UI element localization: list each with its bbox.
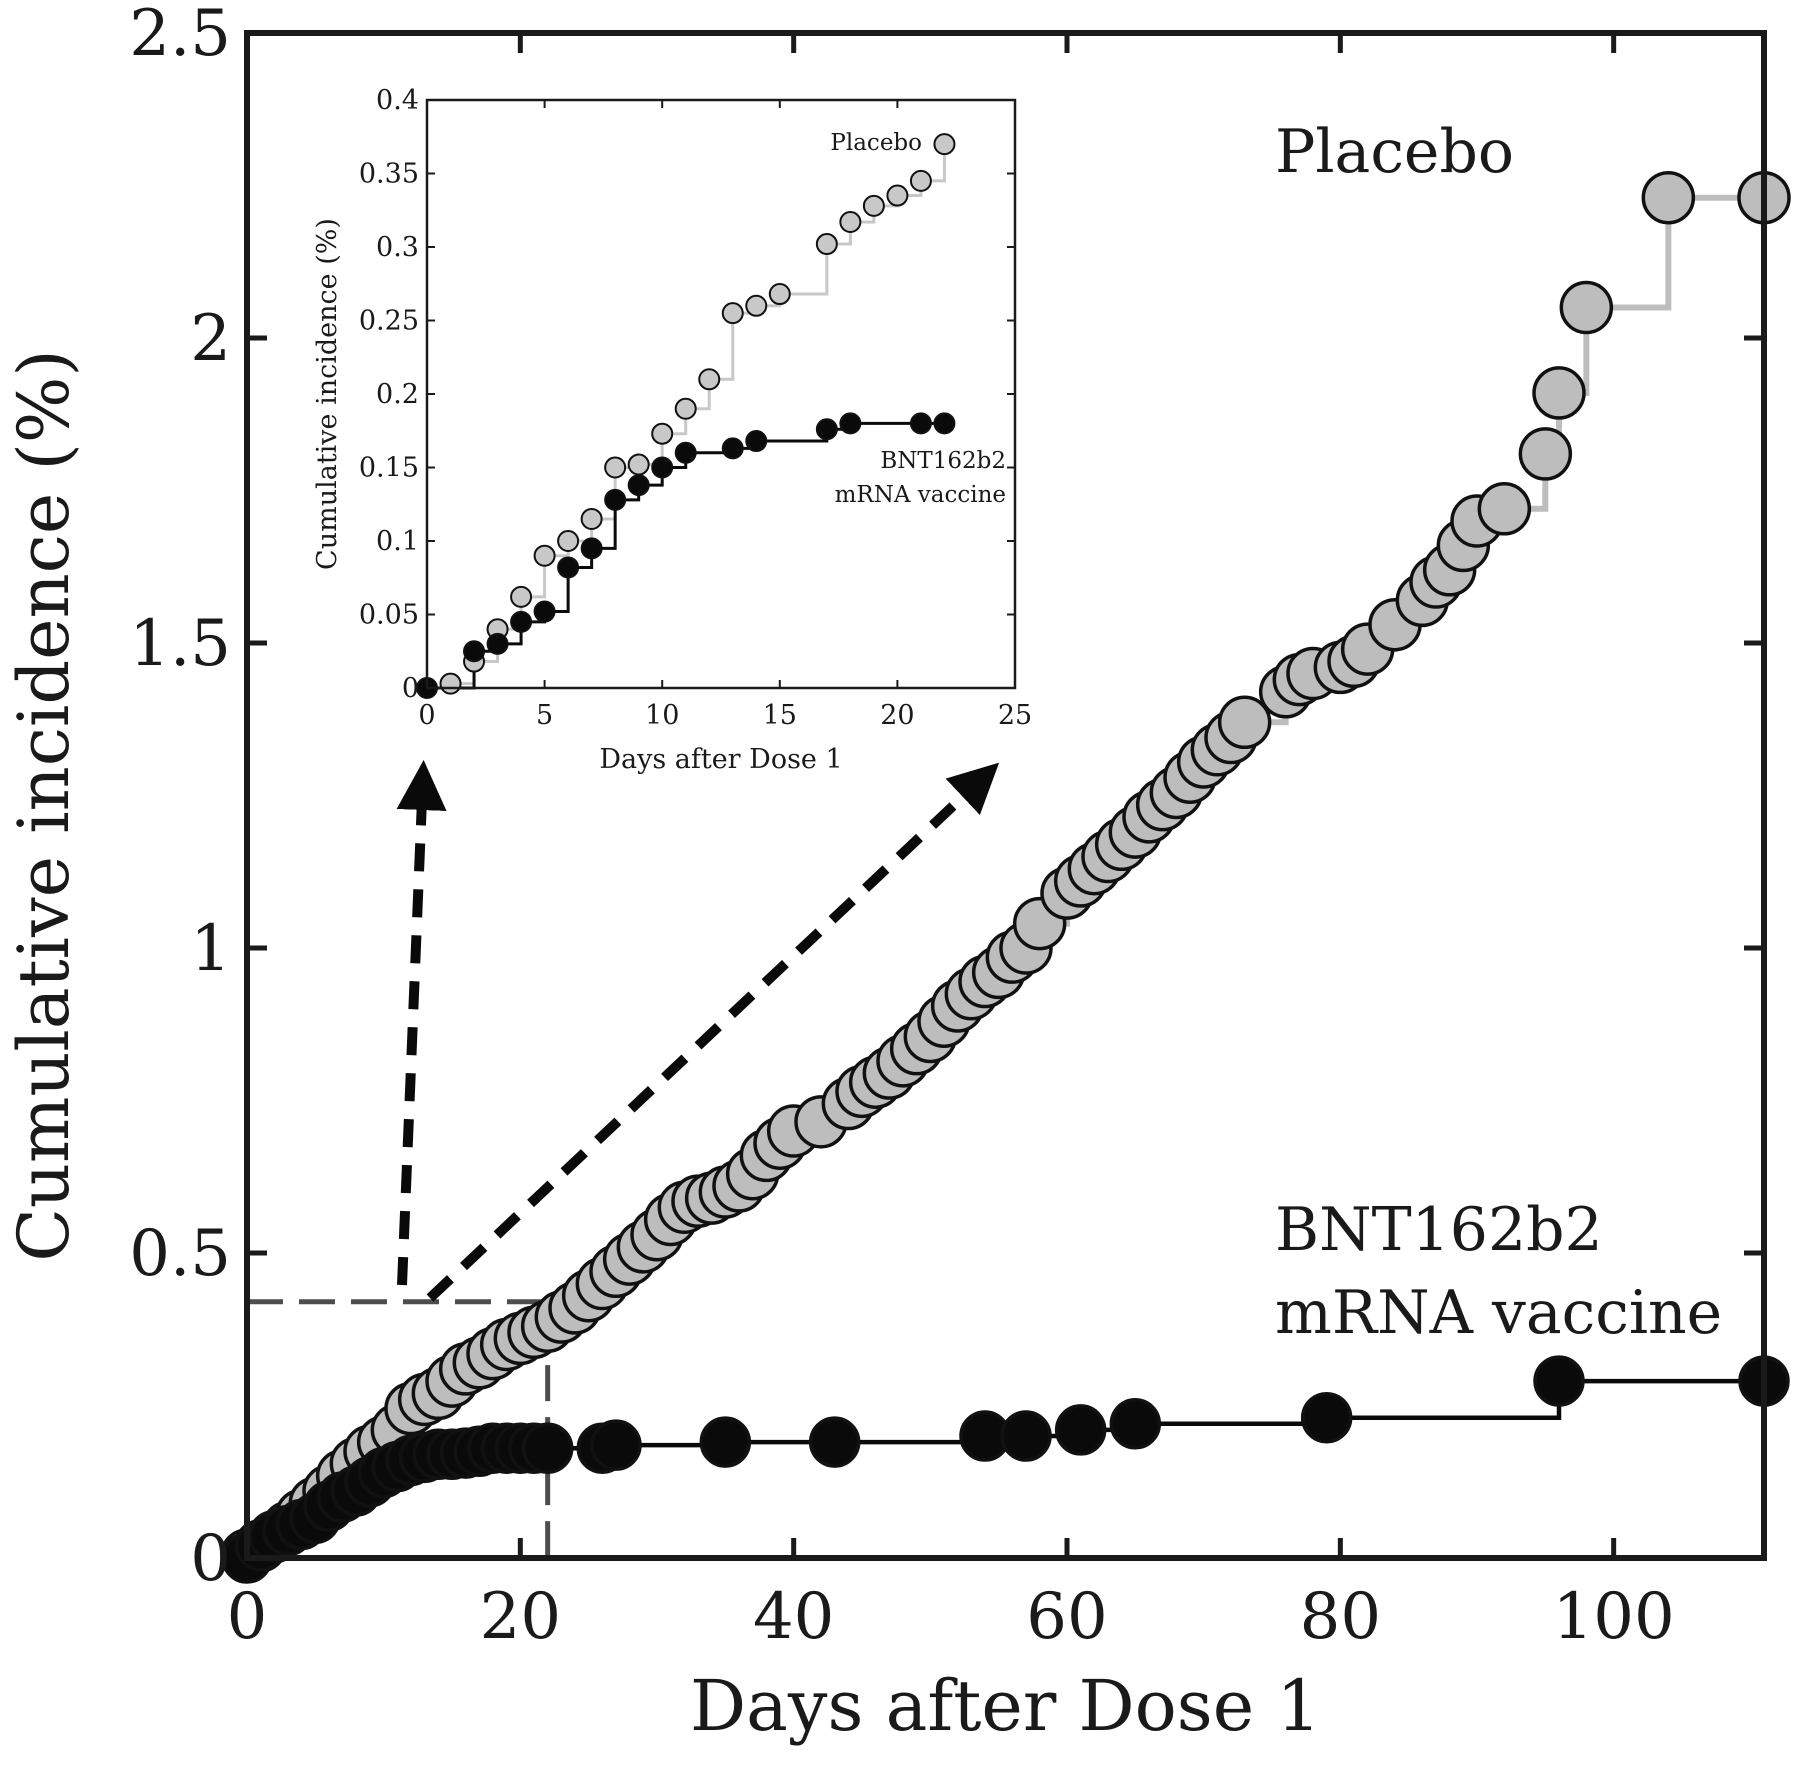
inset-placebo-marker <box>815 233 838 256</box>
inset-placebo-marker <box>557 530 580 552</box>
inset-placebo-marker <box>651 422 674 445</box>
inset-vaccine-marker <box>604 488 627 511</box>
inset-vaccine-marker <box>580 537 603 560</box>
inset-y-tick-label: 0.05 <box>359 600 419 631</box>
inset-placebo-marker <box>580 507 603 530</box>
inset-x-tick-label: 5 <box>536 700 553 731</box>
placebo-marker <box>1518 427 1573 481</box>
inset-vaccine-label-line-2: mRNA vaccine <box>835 482 1006 508</box>
inset-x-axis-label: Days after Dose 1 <box>599 744 842 775</box>
vaccine-label-line-1: BNT162b2 <box>1275 1195 1603 1265</box>
vaccine-marker <box>1054 1404 1107 1456</box>
main-y-tick-label: 0.5 <box>129 1217 231 1291</box>
vaccine-marker <box>1109 1398 1162 1450</box>
vaccine-marker <box>521 1422 574 1474</box>
inset-placebo-marker <box>721 302 744 325</box>
inset-x-tick-label: 20 <box>880 700 914 731</box>
main-y-tick-label: 1 <box>190 912 231 986</box>
inset-placebo-marker <box>510 585 533 608</box>
inset-chart: 0 5 10 15 20 25 0 0.05 0.1 0.15 0.2 0.25 0.3 0.35 0.4 D… <box>312 85 1032 775</box>
inset-placebo-marker <box>768 283 791 306</box>
vaccine-marker <box>808 1416 861 1468</box>
vaccine-marker <box>590 1419 642 1471</box>
main-x-tick-label: 80 <box>1300 1580 1381 1654</box>
inset-y-tick-label: 0.35 <box>359 159 419 190</box>
placebo-marker <box>1641 170 1696 225</box>
zoom-arrows <box>396 760 1000 1302</box>
main-x-tick-label: 100 <box>1553 1580 1675 1654</box>
inset-y-tick-label: 0.2 <box>376 379 419 410</box>
inset-placebo-marker <box>839 211 862 234</box>
placebo-label: Placebo <box>1275 117 1514 187</box>
inset-vaccine-marker <box>486 632 509 655</box>
inset-placebo-marker <box>439 672 462 695</box>
inset-x-tick-label: 25 <box>998 700 1032 731</box>
inset-y-axis-label: Cumulative incidence (%) <box>312 218 343 570</box>
inset-vaccine-marker <box>510 610 533 633</box>
main-y-axis-label: Cumulative incidence (%) <box>3 349 85 1261</box>
main-x-tick-label: 0 <box>227 1580 268 1654</box>
inset-y-tick-label: 0 <box>402 673 419 704</box>
placebo-marker <box>1477 482 1532 536</box>
placebo-marker <box>1532 366 1586 420</box>
inset-vaccine-marker <box>721 437 744 460</box>
inset-placebo-label: Placebo <box>830 130 922 156</box>
main-y-tick-label: 0 <box>190 1522 231 1596</box>
placebo-marker <box>1217 695 1272 750</box>
inset-placebo-marker <box>886 184 909 207</box>
inset-vaccine-marker <box>909 412 932 435</box>
main-x-axis-label: Days after Dose 1 <box>690 1665 1321 1747</box>
main-series-markers <box>220 170 1791 1584</box>
inset-vaccine-marker <box>627 474 650 497</box>
inset-vaccine-marker <box>651 456 674 479</box>
inset-vaccine-marker <box>839 412 862 435</box>
vaccine-marker <box>1533 1355 1585 1407</box>
inset-placebo-marker <box>745 294 768 317</box>
inset-line-vaccine <box>427 421 945 690</box>
inset-y-tick-label: 0.15 <box>359 453 419 484</box>
inset-placebo-marker <box>933 133 956 156</box>
inset-x-tick-label: 15 <box>763 700 797 731</box>
inset-vaccine-marker <box>533 600 556 623</box>
inset-vaccine-marker <box>745 430 768 453</box>
inset-vaccine-marker <box>933 412 956 435</box>
main-x-tick-label: 40 <box>753 1580 834 1654</box>
inset-placebo-marker <box>604 456 627 479</box>
main-x-tick-label: 60 <box>1026 1580 1107 1654</box>
inset-placebo-marker <box>698 368 721 391</box>
zoom-arrow-left <box>396 760 447 1286</box>
placebo-marker <box>1559 280 1614 335</box>
inset-vaccine-marker <box>815 418 838 441</box>
main-y-tick-label: 1.5 <box>129 607 231 681</box>
inset-y-tick-label: 0.25 <box>359 306 419 337</box>
inset-x-tick-label: 0 <box>418 700 435 731</box>
main-y-tick-label: 2.5 <box>129 0 231 71</box>
vaccine-marker <box>699 1416 752 1468</box>
inset-placebo-marker <box>627 453 650 476</box>
inset-vaccine-marker <box>557 556 580 579</box>
inset-vaccine-marker <box>674 441 697 464</box>
inset-placebo-marker <box>909 169 932 192</box>
inset-y-tick-label: 0.1 <box>376 526 419 557</box>
inset-placebo-marker <box>674 397 697 420</box>
inset-y-tick-label: 0.3 <box>376 232 419 263</box>
zoom-arrow-right <box>426 762 1000 1302</box>
inset-y-tick-label: 0.4 <box>376 85 419 116</box>
inset-x-tick-label: 10 <box>645 700 679 731</box>
inset-vaccine-label-line-1: BNT162b2 <box>880 448 1006 474</box>
vaccine-label-line-2: mRNA vaccine <box>1275 1278 1722 1348</box>
vaccine-marker <box>1000 1410 1052 1462</box>
inset-placebo-marker <box>533 544 556 567</box>
vaccine-marker <box>1300 1391 1353 1444</box>
main-x-tick-label: 20 <box>480 1580 561 1654</box>
inset-placebo-marker <box>862 194 885 217</box>
main-y-tick-label: 2 <box>190 302 231 376</box>
inset-vaccine-marker <box>463 640 486 663</box>
main-axes-box <box>244 30 1767 1561</box>
